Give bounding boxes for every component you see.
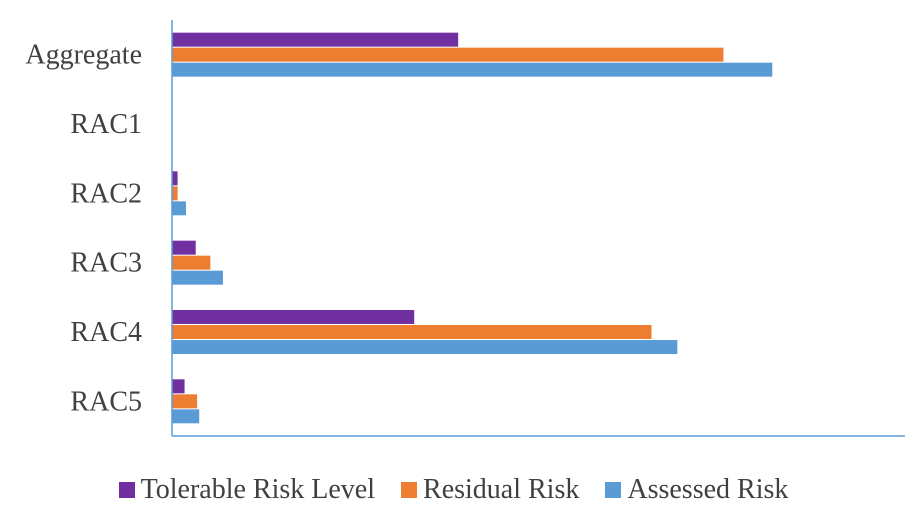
bar-aggregate-residual-risk: [172, 47, 724, 62]
bar-aggregate-assessed-risk: [172, 62, 773, 77]
category-label: RAC2: [70, 178, 142, 209]
category-label: RAC1: [70, 109, 142, 140]
bar-aggregate-tolerable-risk-level: [172, 32, 459, 47]
bar-rac4-assessed-risk: [172, 340, 678, 354]
legend-swatch: [605, 482, 622, 498]
bar-rac4-tolerable-risk-level: [172, 310, 415, 324]
bar-rac3-tolerable-risk-level: [172, 240, 196, 255]
legend-item: Tolerable Risk Level: [118, 474, 376, 506]
category-label: RAC4: [70, 317, 142, 348]
bars-group: [172, 32, 773, 424]
legend-label: Residual Risk: [423, 474, 580, 505]
bar-rac2-residual-risk: [172, 186, 178, 201]
legend-label: Tolerable Risk Level: [140, 474, 376, 505]
legend-swatch: [118, 482, 135, 498]
bar-rac2-tolerable-risk-level: [172, 171, 178, 186]
legend-swatch: [401, 482, 418, 498]
bar-rac3-residual-risk: [172, 255, 211, 270]
category-label: Aggregate: [25, 40, 142, 71]
legend-item: Residual Risk: [401, 474, 579, 506]
legend-label: Assessed Risk: [627, 474, 789, 505]
bar-rac2-assessed-risk: [172, 201, 186, 216]
bar-rac5-assessed-risk: [172, 409, 200, 424]
bar-rac4-residual-risk: [172, 325, 652, 339]
category-label: RAC5: [70, 386, 142, 417]
category-labels: Aggregate RAC1 RAC2 RAC3 RAC4 RAC5: [25, 40, 142, 418]
bar-rac5-tolerable-risk-level: [172, 379, 185, 394]
legend: Tolerable Risk Level Residual Risk Assesse…: [0, 472, 907, 508]
bar-rac3-assessed-risk: [172, 270, 223, 285]
legend-item: Assessed Risk: [605, 474, 788, 506]
bar-rac5-residual-risk: [172, 394, 198, 409]
category-label: RAC3: [70, 248, 142, 279]
